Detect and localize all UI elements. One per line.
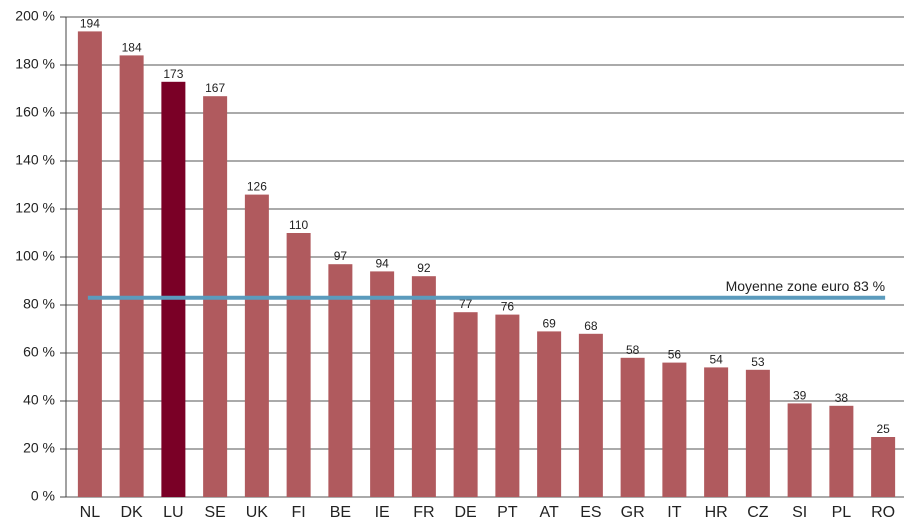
- y-tick-label: 100 %: [15, 248, 55, 264]
- y-tick-label: 60 %: [23, 344, 55, 360]
- x-tick-label: AT: [539, 504, 558, 521]
- x-tick-label: CZ: [747, 504, 769, 521]
- bar: [77, 31, 102, 498]
- bar: [495, 314, 520, 497]
- bar: [411, 276, 436, 497]
- x-tick-label: PL: [832, 504, 852, 521]
- value-label: 97: [334, 249, 348, 263]
- x-tick-label: SI: [792, 504, 807, 521]
- x-tick-label: PT: [497, 504, 518, 521]
- bar: [161, 81, 186, 498]
- y-tick-label: 80 %: [23, 296, 55, 312]
- x-tick-label: DE: [455, 504, 477, 521]
- y-tick-label: 180 %: [15, 56, 55, 72]
- bar: [745, 369, 770, 497]
- x-tick-label: LU: [163, 504, 183, 521]
- value-label: 58: [626, 343, 640, 357]
- y-tick-label: 120 %: [15, 200, 55, 216]
- bar: [244, 194, 269, 497]
- value-label: 56: [668, 348, 682, 362]
- bar: [537, 331, 562, 497]
- y-tick-label: 200 %: [15, 8, 55, 24]
- value-label: 126: [247, 180, 267, 194]
- bar: [787, 403, 812, 497]
- value-label: 25: [876, 422, 890, 436]
- x-tick-label: IT: [667, 504, 681, 521]
- y-tick-label: 160 %: [15, 104, 55, 120]
- x-tick-label: HR: [705, 504, 728, 521]
- bar: [119, 55, 144, 498]
- x-tick-label: FR: [413, 504, 434, 521]
- value-label: 173: [163, 67, 183, 81]
- bar: [578, 333, 603, 497]
- bar: [328, 264, 353, 497]
- x-tick-label: RO: [871, 504, 895, 521]
- y-tick-label: 40 %: [23, 392, 55, 408]
- y-tick-label: 20 %: [23, 440, 55, 456]
- value-label: 53: [751, 355, 765, 369]
- x-tick-label: BE: [330, 504, 351, 521]
- bar: [704, 367, 729, 497]
- value-label: 68: [584, 319, 598, 333]
- x-tick-label: FI: [292, 504, 306, 521]
- bar: [662, 362, 687, 497]
- x-tick-label: ES: [580, 504, 601, 521]
- value-label: 76: [501, 300, 515, 314]
- value-label: 92: [417, 261, 431, 275]
- value-label: 94: [375, 256, 389, 270]
- y-tick-label: 140 %: [15, 152, 55, 168]
- bar: [286, 233, 311, 497]
- x-tick-label: DK: [121, 504, 144, 521]
- x-tick-label: GR: [621, 504, 645, 521]
- x-tick-label: SE: [204, 504, 225, 521]
- value-label: 69: [542, 316, 556, 330]
- y-tick-label: 0 %: [31, 488, 55, 504]
- bar: [829, 405, 854, 497]
- value-label: 38: [835, 391, 849, 405]
- value-label: 110: [289, 218, 308, 232]
- value-label: 54: [709, 352, 723, 366]
- bar: [370, 271, 395, 497]
- bar: [620, 357, 645, 497]
- bar: [453, 312, 478, 497]
- value-label: 39: [793, 388, 807, 402]
- bar: [871, 437, 896, 497]
- x-tick-label: IE: [375, 504, 390, 521]
- value-label: 167: [205, 81, 225, 95]
- x-tick-label: UK: [246, 504, 269, 521]
- reference-label: Moyenne zone euro 83 %: [726, 278, 886, 294]
- value-label: 184: [122, 40, 142, 54]
- value-label: 77: [459, 297, 473, 311]
- value-label: 194: [80, 16, 100, 30]
- x-tick-label: NL: [80, 504, 101, 521]
